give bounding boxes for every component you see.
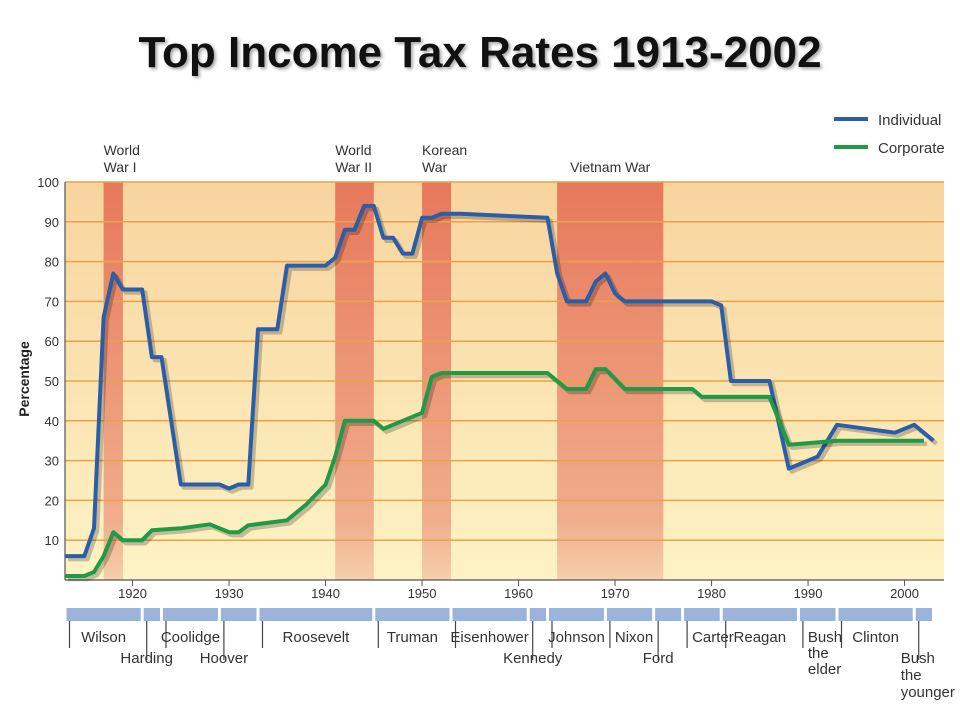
president-bar	[655, 608, 682, 621]
war-label: Vietnam War	[570, 159, 650, 175]
president-label: younger	[901, 684, 955, 701]
legend-label: Corporate	[878, 140, 945, 157]
y-tick-label: 20	[45, 493, 59, 508]
president-label: Truman	[387, 629, 438, 646]
president-label: Wilson	[81, 629, 126, 646]
president-bar	[838, 608, 913, 621]
president-bar	[529, 608, 546, 621]
y-tick-label: 50	[45, 374, 59, 389]
x-tick-label: 1920	[118, 586, 147, 601]
president-label: Carter	[692, 629, 734, 646]
president-bar	[220, 608, 257, 621]
president-label: Kennedy	[503, 650, 563, 667]
x-tick-label: 1970	[601, 586, 630, 601]
president-bar	[66, 608, 141, 621]
president-label: Reagan	[734, 629, 787, 646]
war-label: War	[422, 159, 447, 175]
president-label: elder	[808, 661, 841, 678]
x-tick-label: 1930	[215, 586, 244, 601]
president-bar	[722, 608, 797, 621]
x-tick-label: 1960	[504, 586, 533, 601]
president-label: the	[808, 645, 829, 662]
y-tick-label: 70	[45, 294, 59, 309]
y-tick-label: 40	[45, 414, 59, 429]
x-tick-label: 1980	[697, 586, 726, 601]
president-label: Clinton	[852, 629, 899, 646]
x-tick-label: 1940	[311, 586, 340, 601]
president-label: Coolidge	[161, 629, 220, 646]
president-bar	[259, 608, 373, 621]
president-label: Ford	[643, 650, 674, 667]
president-label: the	[901, 667, 922, 684]
x-tick-label: 1990	[794, 586, 823, 601]
president-label: Hoover	[200, 650, 248, 667]
president-bar	[452, 608, 527, 621]
y-tick-label: 80	[45, 255, 59, 270]
y-tick-label: 90	[45, 215, 59, 230]
president-bar	[684, 608, 720, 621]
president-label: Harding	[120, 650, 173, 667]
y-tick-label: 100	[37, 175, 59, 190]
president-label: Nixon	[615, 629, 653, 646]
legend-label: Individual	[878, 112, 941, 129]
y-tick-label: 30	[45, 454, 59, 469]
page-title: Top Income Tax Rates 1913-2002	[138, 28, 822, 77]
president-label: Bush	[901, 650, 935, 667]
series-line-individual	[65, 203, 935, 559]
war-label: World	[335, 142, 371, 158]
president-bar	[915, 608, 932, 621]
war-label: Korean	[422, 142, 467, 158]
president-label: Roosevelt	[283, 629, 351, 646]
y-tick-label: 10	[45, 533, 59, 548]
president-bar	[163, 608, 218, 621]
war-label: World	[104, 142, 140, 158]
president-label: Bush	[808, 629, 842, 646]
war-label: War I	[104, 159, 137, 175]
president-bar	[549, 608, 604, 621]
president-bar	[606, 608, 653, 621]
war-label: War II	[335, 159, 372, 175]
series-line-corporate	[65, 367, 924, 578]
x-tick-label: 1950	[408, 586, 437, 601]
president-label: Johnson	[548, 629, 605, 646]
president-label: Eisenhower	[450, 629, 528, 646]
y-axis-title: Percentage	[16, 341, 32, 417]
president-bar	[143, 608, 160, 621]
president-bar	[799, 608, 836, 621]
president-bar	[375, 608, 450, 621]
y-tick-label: 60	[45, 334, 59, 349]
x-tick-label: 2000	[890, 586, 919, 601]
